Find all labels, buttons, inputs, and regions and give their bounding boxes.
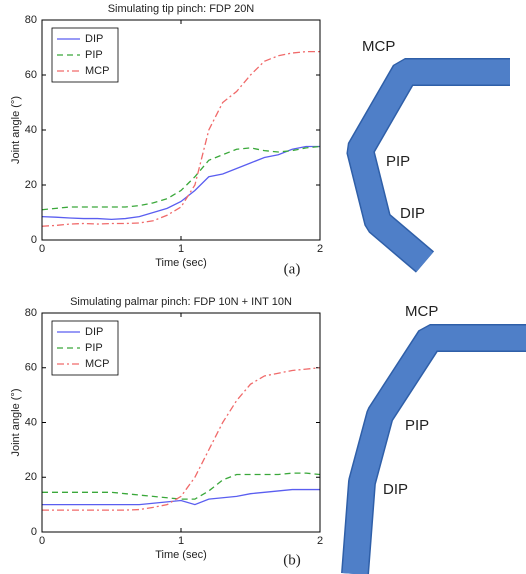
finger-diagram-b (341, 324, 526, 574)
y-tick-label: 60 (25, 69, 37, 81)
caption: (b) (283, 552, 301, 568)
y-tick-label: 20 (25, 471, 37, 483)
y-tick-label: 20 (25, 179, 37, 191)
x-tick-label: 0 (39, 243, 45, 255)
legend-label: DIP (85, 326, 103, 338)
y-axis-label: Joint angle (°) (10, 96, 22, 164)
plot-frame (41, 19, 321, 241)
y-tick-label: 60 (25, 362, 37, 374)
joint-label: DIP (400, 205, 425, 222)
legend-label: PIP (85, 49, 103, 61)
joint-label: MCP (362, 38, 395, 55)
plot-frame (41, 312, 321, 533)
y-tick-label: 80 (25, 14, 37, 26)
series-line (42, 367, 321, 511)
x-axis-label: Time (sec) (155, 257, 207, 269)
x-tick-label: 1 (178, 243, 184, 255)
series-line (41, 145, 320, 221)
joint-label: DIP (383, 481, 408, 498)
series-line (41, 145, 321, 211)
joint-label: MCP (405, 303, 438, 320)
joint-label: PIP (386, 153, 410, 170)
x-tick-label: 2 (317, 243, 323, 255)
chart-title: Simulating palmar pinch: FDP 10N + INT 1… (70, 296, 292, 308)
legend-label: PIP (85, 342, 103, 354)
joint-label: PIP (405, 417, 429, 434)
y-tick-label: 40 (25, 124, 37, 136)
x-tick-label: 0 (39, 535, 45, 547)
x-tick-label: 1 (178, 535, 184, 547)
y-tick-label: 0 (31, 234, 37, 246)
x-tick-label: 2 (317, 535, 323, 547)
x-axis-label: Time (sec) (155, 549, 207, 561)
series-line (41, 50, 320, 227)
y-axis-label: Joint angle (°) (10, 389, 22, 457)
legend-label: MCP (85, 65, 109, 77)
finger-diagram-a (346, 58, 510, 273)
y-tick-label: 80 (25, 307, 37, 319)
legend-box (51, 27, 119, 83)
y-tick-label: 0 (31, 526, 37, 538)
legend-label: DIP (85, 33, 103, 45)
series-line (42, 488, 320, 506)
chart-title: Simulating tip pinch: FDP 20N (108, 3, 255, 15)
legend-label: MCP (85, 358, 109, 370)
series-line (42, 472, 321, 500)
caption: (a) (284, 261, 301, 277)
y-tick-label: 40 (25, 416, 37, 428)
